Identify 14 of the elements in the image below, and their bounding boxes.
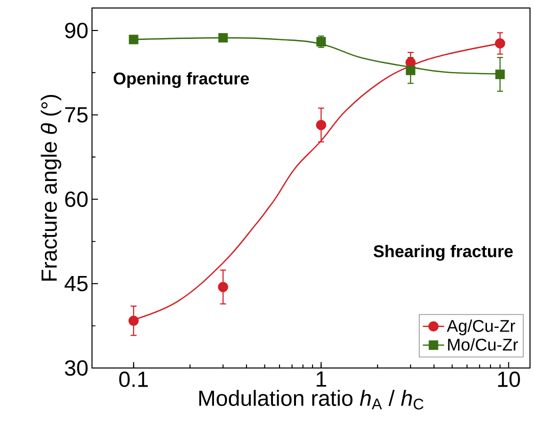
y-axis-title: Fracture angle θ (°) bbox=[40, 94, 62, 281]
x-axis-title: Modulation ratio h$_{A}$ / h$_{C}$ bbox=[199, 390, 424, 410]
annotation: Shearing fracture bbox=[374, 244, 513, 261]
y-tick-label: 60 bbox=[65, 191, 88, 208]
legend-label: Ag/Cu-Zr bbox=[446, 320, 516, 336]
x-tick-label: 1 bbox=[316, 372, 326, 387]
y-tick-label: 90 bbox=[65, 22, 88, 38]
x-tick-label: 0.1 bbox=[119, 372, 148, 388]
y-tick-label: 75 bbox=[65, 107, 88, 123]
y-tick-label: 45 bbox=[64, 276, 88, 292]
x-tick-label: 10 bbox=[498, 372, 520, 388]
annotation: Opening fracture bbox=[114, 72, 249, 88]
legend-label: Mo/Cu-Zr bbox=[448, 338, 518, 351]
y-tick-label: 30 bbox=[64, 360, 88, 376]
